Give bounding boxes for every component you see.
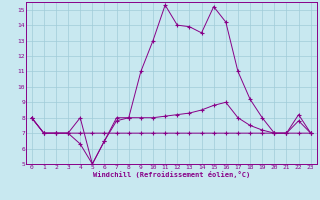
X-axis label: Windchill (Refroidissement éolien,°C): Windchill (Refroidissement éolien,°C) — [92, 171, 250, 178]
